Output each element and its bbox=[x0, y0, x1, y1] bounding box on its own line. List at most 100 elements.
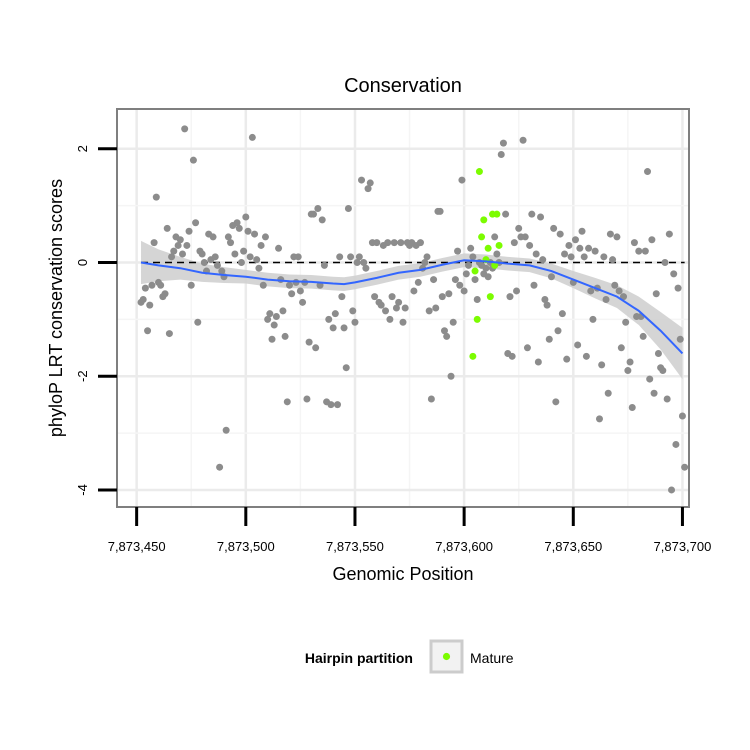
data-point-other bbox=[294, 253, 302, 261]
data-point-other bbox=[663, 395, 671, 403]
data-point-other bbox=[218, 267, 226, 275]
data-point-other bbox=[314, 205, 322, 212]
data-point-other bbox=[499, 139, 507, 147]
data-point-other bbox=[626, 358, 634, 366]
data-point-other bbox=[157, 281, 165, 289]
data-point-mature bbox=[469, 352, 477, 360]
data-point-other bbox=[648, 236, 656, 244]
data-point-other bbox=[362, 264, 370, 272]
data-point-other bbox=[377, 301, 385, 309]
data-point-other bbox=[681, 463, 689, 471]
data-point-other bbox=[351, 318, 359, 326]
data-point-other bbox=[668, 486, 676, 494]
data-point-other bbox=[534, 358, 542, 366]
data-point-other bbox=[340, 324, 348, 332]
data-point-other bbox=[320, 261, 328, 269]
data-point-other bbox=[305, 338, 313, 346]
data-point-other bbox=[139, 295, 147, 303]
data-point-other bbox=[628, 404, 636, 411]
data-point-other bbox=[233, 219, 241, 227]
data-point-other bbox=[578, 227, 586, 235]
legend: Hairpin partition Mature bbox=[305, 639, 514, 674]
data-point-other bbox=[563, 355, 571, 363]
data-point-other bbox=[303, 395, 311, 403]
data-point-other bbox=[240, 247, 248, 255]
data-point-other bbox=[231, 250, 239, 258]
data-point-other bbox=[622, 318, 630, 326]
data-point-other bbox=[491, 233, 499, 241]
data-point-other bbox=[598, 361, 606, 369]
data-point-other bbox=[144, 327, 152, 335]
data-point-other bbox=[246, 253, 254, 261]
data-point-other bbox=[237, 259, 245, 267]
data-point-other bbox=[150, 239, 158, 247]
data-point-other bbox=[521, 233, 529, 241]
data-point-other bbox=[264, 315, 272, 323]
data-point-other bbox=[353, 259, 361, 267]
data-point-other bbox=[176, 236, 184, 244]
data-point-other bbox=[198, 250, 206, 258]
data-point-other bbox=[382, 307, 390, 315]
data-point-other bbox=[556, 230, 564, 238]
data-point-other bbox=[178, 250, 186, 258]
data-point-other bbox=[497, 150, 505, 158]
data-point-other bbox=[425, 307, 433, 315]
x-axis: 7,873,450 7,873,500 7,873,550 7,873,600 7,87… bbox=[108, 507, 711, 554]
data-point-other bbox=[506, 293, 514, 301]
data-point-other bbox=[285, 281, 293, 289]
data-point-other bbox=[244, 227, 252, 235]
data-point-other bbox=[392, 304, 400, 312]
data-point-other bbox=[386, 315, 394, 323]
data-point-other bbox=[235, 224, 243, 232]
data-point-other bbox=[678, 412, 686, 420]
data-point-other bbox=[602, 295, 610, 303]
data-point-other bbox=[462, 270, 470, 278]
data-point-other bbox=[567, 253, 575, 261]
data-point-other bbox=[338, 293, 346, 301]
data-point-other bbox=[390, 239, 398, 247]
data-point-other bbox=[187, 281, 195, 289]
data-point-other bbox=[469, 253, 477, 261]
data-point-other bbox=[674, 284, 682, 292]
data-point-other bbox=[152, 193, 160, 201]
data-point-other bbox=[384, 239, 392, 247]
data-point-other bbox=[327, 401, 335, 409]
data-point-other bbox=[222, 426, 230, 434]
data-point-other bbox=[395, 298, 403, 306]
data-point-other bbox=[508, 352, 516, 360]
data-point-other bbox=[397, 239, 405, 247]
data-point-other bbox=[458, 176, 466, 184]
y-axis: -4 -2 0 2 bbox=[75, 145, 117, 496]
smooth-trend-line bbox=[140, 259, 684, 355]
x-tick-label: 7,873,600 bbox=[435, 539, 493, 554]
data-point-other bbox=[423, 253, 431, 261]
data-point-other bbox=[200, 259, 208, 267]
data-point-other bbox=[611, 281, 619, 289]
data-point-other bbox=[421, 259, 429, 267]
data-point-other bbox=[537, 213, 545, 221]
legend-label-mature: Mature bbox=[470, 650, 514, 666]
data-point-other bbox=[661, 259, 669, 267]
data-point-other bbox=[272, 313, 280, 321]
data-point-other bbox=[646, 375, 654, 383]
data-point-other bbox=[585, 244, 593, 252]
data-point-mature bbox=[486, 293, 494, 301]
data-point-other bbox=[248, 133, 256, 141]
data-point-other bbox=[270, 321, 278, 329]
data-point-other bbox=[325, 315, 333, 323]
data-point-other bbox=[255, 264, 263, 272]
data-point-other bbox=[665, 230, 673, 238]
data-point-other bbox=[528, 210, 536, 218]
data-point-other bbox=[342, 364, 350, 372]
data-point-other bbox=[329, 324, 337, 332]
data-point-mature bbox=[475, 168, 483, 176]
data-point-other bbox=[224, 233, 232, 241]
data-point-other bbox=[312, 344, 320, 352]
data-point-other bbox=[620, 293, 628, 301]
data-point-other bbox=[336, 253, 344, 261]
data-point-other bbox=[275, 244, 283, 252]
data-point-other bbox=[296, 287, 304, 295]
data-point-other bbox=[371, 293, 379, 301]
data-point-other bbox=[253, 256, 261, 264]
data-point-other bbox=[641, 247, 649, 255]
